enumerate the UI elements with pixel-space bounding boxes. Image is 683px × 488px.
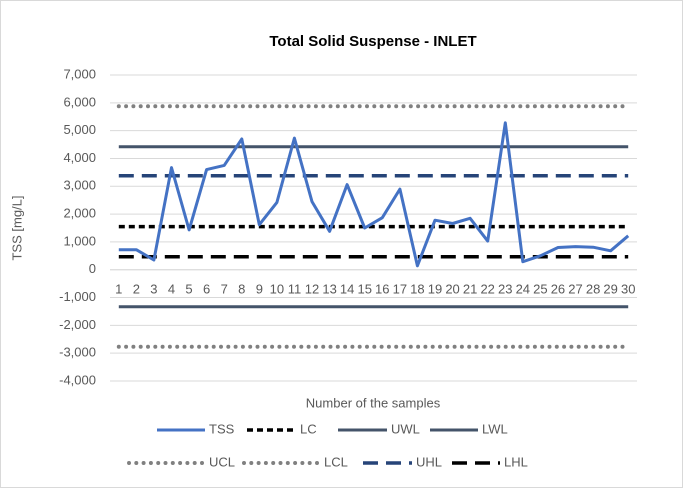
x-tick-label: 20 [445,281,459,296]
x-tick-label: 5 [185,281,192,296]
x-tick-label: 11 [288,281,302,296]
x-tick-label: 8 [238,281,245,296]
legend-label: TSS [209,421,235,436]
y-tick-label: -2,000 [59,317,96,332]
x-axis-title: Number of the samples [306,395,441,410]
y-tick-label: -1,000 [59,289,96,304]
y-axis-title: TSS [mg/L] [9,195,24,260]
y-tick-label: -4,000 [59,372,96,387]
x-tick-label: 18 [410,281,424,296]
x-tick-label: 27 [568,281,582,296]
x-tick-label: 14 [340,281,354,296]
x-tick-label: 21 [463,281,477,296]
legend-label: UWL [391,421,420,436]
x-tick-label: 12 [305,281,319,296]
x-tick-label: 6 [203,281,210,296]
y-tick-label: 4,000 [63,150,96,165]
legend-label: LHL [504,454,528,469]
x-tick-label: 28 [586,281,600,296]
y-tick-label: 7,000 [63,66,96,81]
y-tick-label: 5,000 [63,122,96,137]
x-tick-label: 7 [221,281,228,296]
y-tick-label: 3,000 [63,178,96,193]
y-tick-label: 6,000 [63,94,96,109]
legend-label: UCL [209,454,235,469]
legend-label: UHL [416,454,442,469]
x-tick-label: 23 [498,281,512,296]
x-tick-label: 16 [375,281,389,296]
x-tick-label: 10 [270,281,284,296]
x-tick-label: 9 [256,281,263,296]
x-tick-label: 25 [533,281,547,296]
x-tick-label: 24 [516,281,530,296]
legend-label: LWL [482,421,508,436]
x-tick-label: 29 [603,281,617,296]
y-tick-label: -3,000 [59,345,96,360]
series-line [118,121,630,268]
legend-label: LC [300,421,317,436]
y-tick-label: 0 [89,261,96,276]
x-tick-label: 30 [621,281,635,296]
x-tick-label: 2 [133,281,140,296]
x-tick-label: 15 [357,281,371,296]
legend-label: LCL [324,454,348,469]
x-tick-label: 26 [551,281,565,296]
x-tick-label: 13 [322,281,336,296]
x-tick-label: 1 [115,281,122,296]
x-tick-label: 19 [428,281,442,296]
y-tick-label: 1,000 [63,233,96,248]
x-tick-label: 17 [393,281,407,296]
y-tick-label: 2,000 [63,206,96,221]
chart-title: Total Solid Suspense - INLET [269,33,476,50]
x-tick-label: 4 [168,281,175,296]
x-tick-label: 3 [150,281,157,296]
x-tick-label: 22 [480,281,494,296]
